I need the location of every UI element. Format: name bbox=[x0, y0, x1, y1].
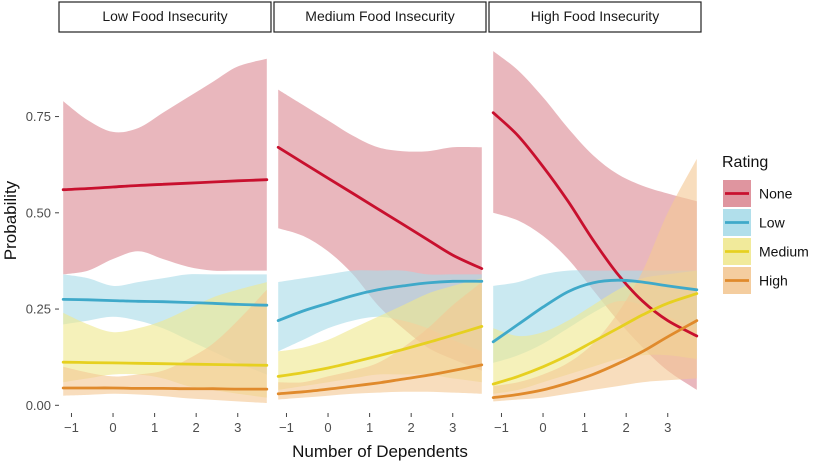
line-none bbox=[61, 178, 269, 192]
x-tick-label: 0 bbox=[324, 420, 331, 435]
legend-item-medium: Medium bbox=[723, 238, 809, 265]
x-tick-label: 0 bbox=[539, 420, 546, 435]
x-tick-label: −1 bbox=[494, 420, 509, 435]
y-axis-title: Probability bbox=[1, 180, 20, 260]
y-axis: 0.00 0.25 0.50 0.75 bbox=[26, 109, 59, 413]
line-low bbox=[491, 278, 699, 344]
y-tick-label: 0.50 bbox=[26, 205, 51, 220]
x-tick-label: 2 bbox=[408, 420, 415, 435]
line-medium bbox=[61, 360, 269, 367]
facet-strip bbox=[58, 1, 272, 33]
x-tick-label: 3 bbox=[449, 420, 456, 435]
panel-3: High Food Insecurity −1 0 1 2 3 bbox=[488, 1, 702, 435]
y-tick-label: 0.25 bbox=[26, 302, 51, 317]
line-high bbox=[491, 319, 699, 399]
x-axis-title: Number of Dependents bbox=[292, 442, 468, 461]
facet-strip bbox=[488, 1, 702, 33]
legend-item-high: High bbox=[723, 267, 788, 294]
line-high bbox=[61, 386, 269, 391]
legend: None Low Medium High bbox=[723, 180, 809, 294]
facet-strip bbox=[273, 1, 487, 33]
ci-band-none bbox=[63, 58, 267, 275]
x-tick-label: 3 bbox=[664, 420, 671, 435]
x-tick-label: 2 bbox=[623, 420, 630, 435]
facet-title: Low Food Insecurity bbox=[102, 8, 227, 24]
ci-band-high bbox=[493, 158, 697, 402]
legend-title: Rating bbox=[722, 154, 768, 171]
x-tick-label: 0 bbox=[109, 420, 116, 435]
x-tick-label: 2 bbox=[193, 420, 200, 435]
line-medium bbox=[276, 325, 484, 378]
legend-item-none: None bbox=[723, 180, 793, 207]
panel-2: Medium Food Insecurity −1 0 1 2 3 bbox=[273, 1, 487, 435]
ci-band-high bbox=[278, 282, 482, 400]
line-low bbox=[61, 298, 269, 307]
line-high bbox=[276, 363, 484, 396]
x-tick-label: 3 bbox=[234, 420, 241, 435]
ci-band-high bbox=[63, 289, 267, 403]
x-tick-label: 1 bbox=[366, 420, 373, 435]
legend-label: High bbox=[759, 273, 788, 289]
x-tick-label: −1 bbox=[279, 420, 294, 435]
facet-title: Medium Food Insecurity bbox=[305, 8, 454, 24]
legend-label: Low bbox=[759, 215, 786, 231]
y-tick-label: 0.75 bbox=[26, 109, 51, 124]
x-tick-label: 1 bbox=[151, 420, 158, 435]
ci-band-low bbox=[278, 270, 482, 352]
line-none bbox=[276, 145, 484, 270]
x-tick-label: 1 bbox=[581, 420, 588, 435]
legend-label: Medium bbox=[759, 244, 809, 260]
x-tick-label: −1 bbox=[64, 420, 79, 435]
line-medium bbox=[491, 292, 699, 386]
legend-item-low: Low bbox=[723, 209, 786, 236]
legend-label: None bbox=[759, 186, 793, 202]
facet-title: High Food Insecurity bbox=[531, 8, 659, 24]
line-low bbox=[276, 279, 484, 322]
y-tick-label: 0.00 bbox=[26, 398, 51, 413]
line-none bbox=[491, 111, 699, 338]
panel-1: Low Food Insecurity −1 0 1 2 3 bbox=[58, 1, 272, 435]
